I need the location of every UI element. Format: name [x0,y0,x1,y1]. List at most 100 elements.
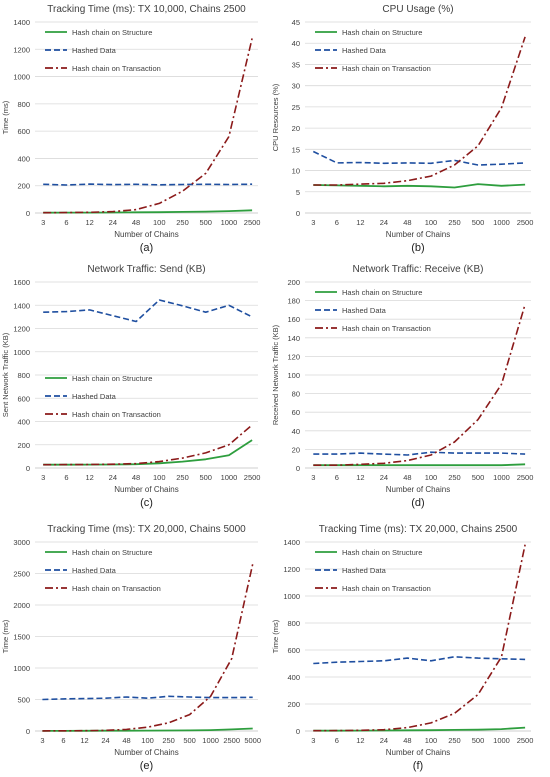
y-tick-label: 25 [292,103,300,112]
y-tick-label: 400 [287,673,300,682]
x-tick-label: 48 [403,473,411,482]
y-tick-label: 1400 [283,538,300,547]
chart-title: CPU Usage (%) [382,4,453,15]
x-tick-label: 2500 [517,218,534,227]
x-tick-label: 250 [448,473,461,482]
y-tick-label: 30 [292,82,300,91]
y-tick-label: 1200 [13,45,30,54]
series-line-transaction [313,544,526,732]
x-tick-label: 500 [472,218,485,227]
y-tick-label: 0 [26,464,30,473]
x-tick-label: 12 [80,736,88,745]
y-tick-label: 200 [17,182,30,191]
x-tick-label: 3 [41,218,45,227]
x-tick-label: 1000 [202,736,219,745]
y-tick-label: 45 [292,18,300,27]
y-axis-label: Sent Network Traffic (KB) [1,332,10,417]
series-line-structure [43,439,253,466]
x-tick-label: 1000 [221,218,238,227]
series-line-structure [42,727,253,732]
y-tick-label: 1400 [13,301,30,310]
y-tick-label: 1400 [13,18,30,27]
x-tick-label: 100 [141,736,154,745]
y-tick-label: 0 [296,464,300,473]
x-tick-label: 6 [61,736,65,745]
x-tick-label: 3 [311,218,315,227]
y-tick-label: 800 [17,100,30,109]
legend-label-structure: Hash chain on Structure [342,548,422,557]
x-tick-label: 100 [153,218,166,227]
x-tick-label: 1000 [493,473,510,482]
series-line-transaction [43,38,253,214]
series-line-transaction [313,304,526,466]
y-tick-label: 600 [287,646,300,655]
x-tick-label: 24 [109,218,117,227]
series-line-transaction [313,36,526,186]
x-tick-label: 250 [448,218,461,227]
y-axis-label: Time (ms) [1,100,10,134]
x-tick-label: 6 [64,218,68,227]
y-tick-label: 15 [292,145,300,154]
series-line-transaction [42,563,254,732]
y-tick-label: 2000 [13,601,30,610]
series-line-structure [313,183,526,189]
y-tick-label: 0 [296,209,300,218]
y-tick-label: 600 [17,127,30,136]
y-tick-label: 1500 [13,633,30,642]
chart-title: Tracking Time (ms): TX 20,000, Chains 50… [47,524,246,535]
x-tick-label: 3 [311,736,315,745]
x-tick-label: 1000 [221,473,238,482]
x-tick-label: 3 [40,736,44,745]
y-tick-label: 3000 [13,538,30,547]
x-tick-label: 12 [356,736,364,745]
legend-label-hashed: Hashed Data [72,392,117,401]
x-tick-label: 3 [311,473,315,482]
y-tick-label: 400 [17,154,30,163]
chart-title: Network Traffic: Receive (KB) [353,264,484,275]
y-tick-label: 0 [26,727,30,736]
x-tick-label: 24 [380,473,388,482]
y-tick-label: 140 [287,334,300,343]
x-tick-label: 250 [176,218,189,227]
chart-caption: (a) [140,242,153,254]
x-tick-label: 6 [64,473,68,482]
x-tick-label: 48 [403,736,411,745]
x-tick-label: 100 [425,218,438,227]
legend-label-structure: Hash chain on Structure [342,288,422,297]
legend-label-transaction: Hash chain on Transaction [72,410,161,419]
series-line-transaction [43,424,253,466]
series-line-hashed [42,695,253,701]
x-tick-label: 100 [153,473,166,482]
x-tick-label: 1000 [493,736,510,745]
y-tick-label: 800 [17,371,30,380]
y-axis-label: Time (ms) [1,619,10,653]
x-tick-label: 250 [448,736,461,745]
chart-caption: (c) [140,497,153,509]
x-tick-label: 500 [199,218,212,227]
x-tick-label: 2500 [244,473,261,482]
series-line-hashed [313,451,526,456]
x-tick-label: 12 [356,218,364,227]
legend-label-transaction: Hash chain on Transaction [72,64,161,73]
chart-title: Network Traffic: Send (KB) [87,264,205,275]
x-tick-label: 48 [132,218,140,227]
y-tick-label: 40 [292,39,300,48]
legend-label-hashed: Hashed Data [342,566,387,575]
y-tick-label: 800 [287,619,300,628]
y-tick-label: 200 [287,700,300,709]
x-tick-label: 12 [85,218,93,227]
y-tick-label: 1600 [13,278,30,287]
x-tick-label: 500 [183,736,196,745]
x-tick-label: 12 [85,473,93,482]
y-tick-label: 600 [17,394,30,403]
y-axis-label: Time (ms) [271,619,280,653]
legend-label-hashed: Hashed Data [72,46,117,55]
y-tick-label: 120 [287,352,300,361]
x-tick-label: 24 [109,473,117,482]
x-tick-label: 5000 [244,736,261,745]
chart-title: Tracking Time (ms): TX 10,000, Chains 25… [47,4,246,15]
y-tick-label: 200 [287,278,300,287]
y-tick-label: 1000 [283,592,300,601]
y-tick-label: 60 [292,408,300,417]
